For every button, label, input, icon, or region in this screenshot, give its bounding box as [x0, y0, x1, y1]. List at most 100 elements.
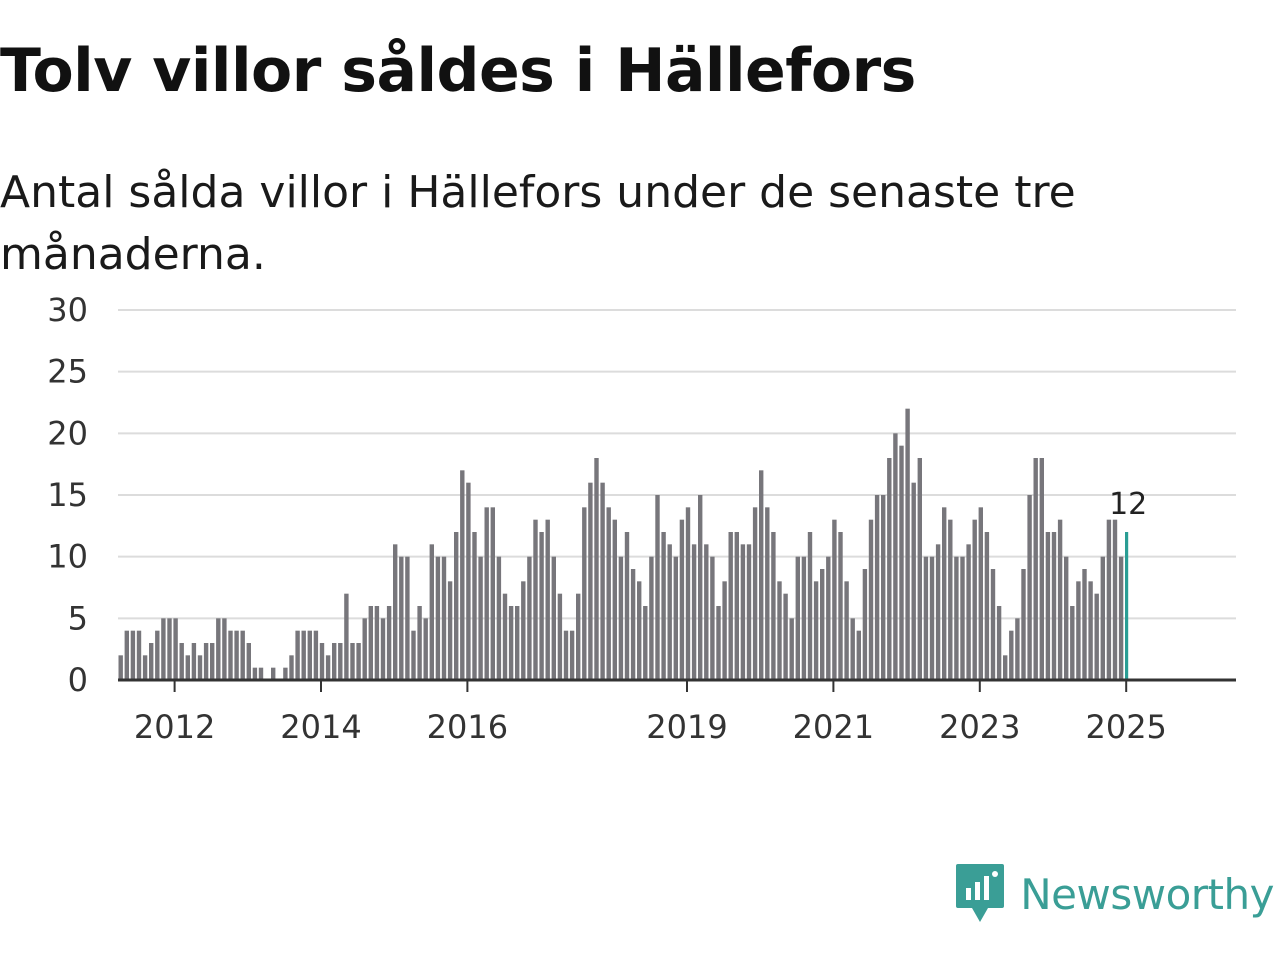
bar: [295, 630, 300, 680]
bar: [551, 556, 556, 680]
bar: [576, 593, 581, 680]
bar: [661, 532, 666, 680]
bar: [466, 482, 471, 680]
bar: [942, 507, 947, 680]
bar: [966, 544, 971, 680]
bar: [868, 519, 874, 680]
bar: [1076, 581, 1081, 680]
bar: [521, 581, 526, 680]
bar: [338, 643, 343, 680]
bar: [240, 630, 245, 680]
bar: [600, 482, 605, 680]
bar: [1045, 532, 1051, 680]
bar: [649, 556, 654, 680]
bar: [1106, 519, 1112, 680]
chart-subtitle: Antal sålda villor i Hällefors under de …: [0, 167, 1076, 280]
bar: [307, 630, 312, 680]
x-tick-label: 2014: [280, 708, 361, 746]
newsworthy-logo-icon: [956, 864, 1005, 922]
bar: [393, 544, 398, 680]
bar: [673, 556, 678, 680]
bar: [881, 495, 886, 680]
bar: [545, 519, 550, 680]
bar: [472, 532, 477, 680]
bar: [197, 655, 203, 680]
bar: [606, 507, 611, 680]
bar: [734, 532, 739, 680]
bar: [588, 482, 593, 680]
bar: [984, 532, 990, 680]
bar: [149, 643, 154, 680]
bar: [850, 618, 855, 680]
bar: [1094, 593, 1099, 680]
bar: [435, 556, 441, 680]
bar: [594, 458, 599, 680]
bar: [191, 643, 197, 680]
bar: [746, 544, 752, 680]
bar: [862, 569, 868, 680]
bar: [161, 618, 166, 680]
bar: [325, 655, 331, 680]
bar: [948, 519, 953, 680]
bar: [216, 618, 221, 680]
bar: [832, 519, 837, 680]
bar: [1118, 556, 1124, 680]
bar: [271, 667, 276, 680]
bar: [173, 618, 178, 680]
bar: [1015, 618, 1020, 680]
brand-name: Newsworthy: [1020, 869, 1274, 919]
bar: [374, 606, 380, 680]
y-tick-label: 30: [47, 291, 88, 329]
bar: [685, 507, 691, 680]
bar: [929, 556, 935, 680]
bar: [887, 458, 892, 680]
x-tick-label: 2012: [134, 708, 215, 746]
newsworthy-logo: Newsworthy: [954, 862, 1274, 926]
bar: [978, 507, 983, 680]
bar: [362, 618, 367, 680]
bar: [582, 507, 587, 680]
bar: [258, 667, 264, 680]
bar: [508, 606, 514, 680]
bar: [1009, 630, 1014, 680]
bar: [155, 630, 160, 680]
x-tick-label: 2021: [793, 708, 874, 746]
bar: [490, 507, 495, 680]
bar: [612, 519, 617, 680]
bar: [874, 495, 880, 680]
bar: [1027, 495, 1032, 680]
bar: [807, 532, 813, 680]
bar: [698, 495, 703, 680]
bar: [679, 519, 685, 680]
bar: [826, 556, 831, 680]
bar: [234, 630, 239, 680]
bar: [655, 495, 660, 680]
bar: [960, 556, 965, 680]
bar: [691, 544, 697, 680]
bar: [893, 433, 898, 680]
x-tick-label: 2019: [646, 708, 727, 746]
bar: [533, 519, 538, 680]
bar: [454, 532, 459, 680]
bar: [704, 544, 709, 680]
y-tick-label: 20: [47, 414, 88, 452]
bar: [759, 470, 764, 680]
bar: [1021, 569, 1026, 680]
bar: [722, 581, 727, 680]
bar: [801, 556, 807, 680]
bar: [447, 581, 453, 680]
annotations: 12: [1109, 487, 1147, 522]
bar: [368, 606, 373, 680]
x-tick-label: 2023: [939, 708, 1020, 746]
bar: [136, 630, 142, 680]
bar: [222, 618, 227, 680]
bar: [301, 630, 306, 680]
bar: [710, 556, 715, 680]
x-axis: 2012 2014 2016 2019 2021 2023 2025: [118, 678, 1236, 746]
bar: [990, 569, 996, 680]
bar: [460, 470, 465, 680]
bar: [289, 655, 294, 680]
x-tick-label: 2025: [1085, 708, 1166, 746]
bar: [923, 556, 929, 680]
bar: [210, 643, 215, 680]
